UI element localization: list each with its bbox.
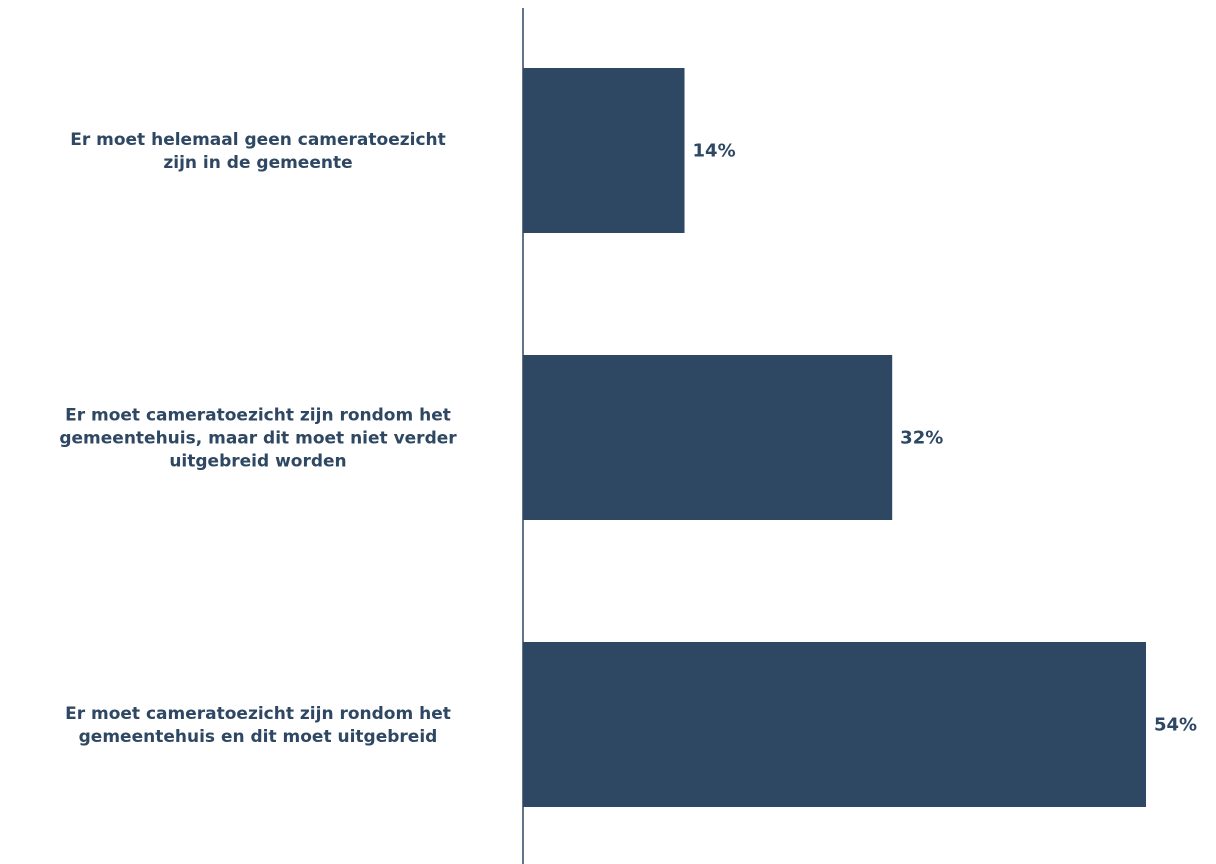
bars-group: [523, 68, 1146, 807]
category-label-line: Er moet cameratoezicht zijn rondom het: [65, 406, 451, 426]
category-label-2: Er moet cameratoezicht zijn rondom het ge…: [59, 406, 457, 472]
category-label-line: Er moet cameratoezicht zijn rondom het: [65, 704, 451, 724]
category-labels-group: Er moet helemaal geen cameratoezicht zijn…: [59, 130, 457, 747]
category-label-1: Er moet helemaal geen cameratoezicht zijn…: [70, 130, 446, 173]
bar-1: [523, 68, 685, 233]
category-label-line: zijn in de gemeente: [163, 153, 352, 173]
category-label-3: Er moet cameratoezicht zijn rondom het ge…: [65, 704, 451, 747]
data-label-1: 14%: [693, 141, 736, 162]
category-label-line: gemeentehuis en dit moet uitgebreid: [79, 727, 438, 747]
category-label-line: uitgebreid worden: [169, 452, 346, 472]
category-label-line: Er moet helemaal geen cameratoezicht: [70, 130, 446, 150]
data-label-2: 32%: [900, 428, 943, 449]
bar-3: [523, 642, 1146, 807]
data-label-3: 54%: [1154, 715, 1197, 736]
bar-2: [523, 355, 893, 520]
category-label-line: gemeentehuis, maar dit moet niet verder: [59, 429, 457, 449]
data-labels-group: 14% 32% 54%: [693, 141, 1198, 736]
